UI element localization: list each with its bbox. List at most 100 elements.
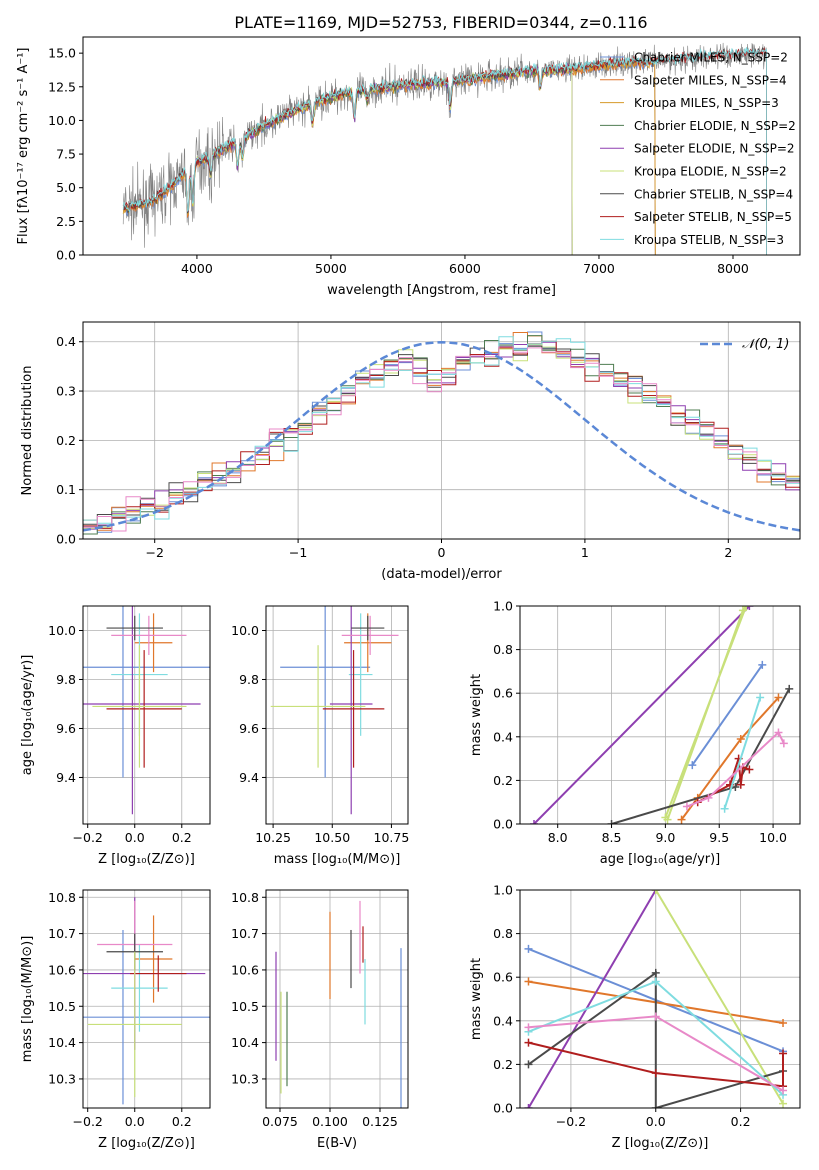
x-axis-label: age [log₁₀(age/yr)] [600,852,721,867]
y-tick-label: 10.3 [48,1071,76,1086]
histogram-3 [83,341,800,530]
plot-area [83,897,210,1105]
figure-title: PLATE=1169, MJD=52753, FIBERID=0344, z=0… [234,13,647,32]
weight-marker [651,1012,660,1021]
x-tick-label: 8.0 [548,830,568,845]
weight-marker [745,606,754,610]
legend-label: Kroupa STELIB, N_SSP=3 [634,233,784,247]
x-tick-label: 10.25 [255,830,291,845]
weight-marker [530,820,538,824]
weight-line-4 [611,688,791,824]
panel-age-vs-Z: −0.2 0.0 0.2 9.4 9.6 9.8 10.0 Z [log₁₀(Z/Z⊙)] ag… [20,605,211,867]
y-tick-label: 10.7 [231,926,259,941]
weight-marker [677,815,686,824]
weight-marker [779,1099,788,1108]
y-tick-label: 0.0 [56,532,76,547]
histogram-0 [83,331,800,533]
weight-line-3 [654,890,784,1105]
y-axis-label: mass weight [469,958,484,1040]
y-axis-label: Flux [fλ10⁻¹⁷ erg cm⁻² s⁻¹ A⁻¹] [16,48,31,245]
x-axis-label: mass [log₁₀(M/M⊙)] [274,852,401,867]
plot-area [275,900,402,1108]
x-tick-label: 10.75 [374,830,410,845]
y-tick-label: 10.8 [231,890,259,905]
model-spectrum-8 [122,47,767,255]
y-tick-label: 0.4 [56,334,76,349]
y-tick-label: 10.5 [231,999,259,1014]
y-tick-label: 10.5 [48,999,76,1014]
weight-marker [524,977,533,986]
y-tick-label: 1.0 [493,883,513,898]
weight-marker [720,804,729,813]
axes-frame [519,605,801,825]
weight-marker [731,782,740,791]
weight-marker [524,1060,533,1069]
y-tick-label: 10.8 [48,890,76,905]
weight-marker [779,1018,788,1027]
x-tick-label: −0.2 [73,1114,103,1129]
weight-marker [774,728,783,737]
weight-line-1 [680,696,780,821]
axes-frame [82,605,211,825]
weight-line-2 [533,606,751,824]
histogram-8 [83,346,800,532]
y-tick-label: 0.0 [493,1101,513,1116]
x-axis-label: Z [log₁₀(Z/Z⊙)] [98,852,195,867]
x-axis-label: Z [log₁₀(Z/Z⊙)] [98,1136,195,1151]
y-tick-label: 9.8 [56,672,76,687]
x-tick-label: 10.50 [314,830,350,845]
x-tick-label: 6000 [449,261,481,276]
weight-marker [663,815,672,824]
axes-frame [265,889,409,1109]
axes-frame [519,889,801,1109]
x-tick-label: 0.075 [262,1114,298,1129]
x-tick-label: 8.5 [602,830,622,845]
y-tick-label: 10.0 [48,623,76,638]
plot-area [270,606,399,815]
panel-mass-vs-Z: −0.2 0.0 0.2 10.3 10.4 10.5 10.6 10.7 10.8 Z [log… [20,889,211,1151]
x-tick-label: 0.0 [646,1114,666,1129]
legend-label: Salpeter MILES, N_SSP=4 [634,73,787,87]
weight-marker [524,1023,533,1032]
y-tick-label: 10.6 [48,962,76,977]
y-axis-label: mass weight [469,674,484,756]
weight-line-5 [528,1041,784,1088]
x-tick-label: −0.2 [73,830,103,845]
panel-residuals: −2 −1 0 1 2 0.0 0.1 0.2 0.3 0.4 (data-model)/error… [20,321,801,582]
x-tick-label: 0.2 [731,1114,751,1129]
y-axis-label: age [log₁₀(age/yr)] [20,655,35,776]
weight-marker [688,761,697,770]
plot-area [524,890,788,1108]
weight-marker [736,734,745,743]
histogram-6 [83,340,800,529]
weight-marker [785,684,794,693]
x-tick-label: 4000 [181,261,213,276]
y-tick-label: 9.8 [239,672,259,687]
model-spectrum-7 [122,46,767,255]
weight-marker [756,693,765,702]
y-tick-label: 0.2 [56,433,76,448]
histogram-1 [83,332,800,531]
weight-marker [742,606,751,610]
legend: Chabrier MILES, N_SSP=2 Salpeter MILES, N… [600,51,796,247]
y-axis-label: mass [log₁₀(M/M⊙)] [20,936,35,1063]
weight-marker [779,1086,788,1095]
x-tick-label: 8000 [717,261,749,276]
legend-label: Chabrier MILES, N_SSP=2 [634,51,788,65]
y-tick-label: 10.6 [231,962,259,977]
x-axis-label: E(B-V) [317,1136,357,1151]
x-tick-label: −1 [289,545,307,560]
weight-marker [774,693,783,702]
plot-area [83,606,210,815]
weight-marker [607,820,616,824]
y-tick-label: 0.3 [56,384,76,399]
y-tick-label: 0.6 [493,970,513,985]
x-tick-label: 0.100 [312,1114,348,1129]
weight-marker [651,977,660,986]
weight-marker [779,1049,788,1058]
y-tick-label: 10.0 [48,113,76,128]
weight-marker [736,780,745,789]
panel-weight-vs-Z: −0.2 0.0 0.2 0.0 0.2 0.4 0.6 0.8 1.0 Z [log₁₀(Z/Z… [469,883,801,1151]
y-tick-label: 0.8 [493,642,513,657]
x-tick-label: 2 [724,545,732,560]
